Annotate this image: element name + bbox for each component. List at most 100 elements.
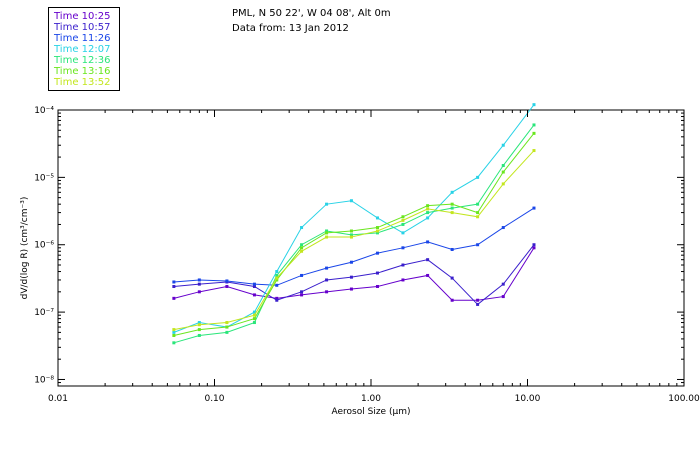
- series-point: [349, 233, 353, 237]
- location-line: PML, N 50 22', W 04 08', Alt 0m: [232, 8, 391, 19]
- series-point: [501, 182, 505, 186]
- y-axis-ticks: 10⁻⁸ 10⁻⁷ 10⁻⁶ 10⁻⁵ 10⁻⁴: [34, 106, 684, 387]
- series-point: [275, 270, 279, 274]
- series-point: [532, 246, 536, 250]
- series-point: [300, 246, 304, 250]
- series-point: [450, 206, 454, 210]
- y-tick-label: 10⁻⁷: [34, 308, 54, 318]
- data-date-line: Data from: 13 Jan 2012: [232, 23, 349, 34]
- series-point: [325, 235, 329, 239]
- series-line: [173, 244, 535, 306]
- series-point: [476, 211, 480, 215]
- series-point: [325, 202, 329, 206]
- series-point: [300, 243, 304, 247]
- x-tick-label: 100.00: [668, 394, 700, 404]
- series-point: [197, 282, 201, 286]
- series-point: [426, 211, 430, 215]
- series-line: [173, 124, 535, 344]
- series-point: [225, 325, 229, 329]
- series-point: [450, 202, 454, 206]
- series-point: [450, 276, 454, 280]
- series-point: [172, 328, 176, 332]
- series-point: [532, 149, 536, 153]
- series-point: [252, 317, 256, 321]
- series-point: [172, 330, 176, 334]
- series-point: [349, 235, 353, 239]
- series-point: [252, 321, 256, 325]
- legend-entry: Time 10:57: [54, 22, 111, 33]
- series-point: [300, 290, 304, 294]
- series-point: [375, 216, 379, 220]
- series-point: [501, 143, 505, 147]
- series-point: [252, 284, 256, 288]
- legend-entry: Time 12:07: [54, 44, 111, 55]
- series-point: [532, 131, 536, 135]
- series-point: [375, 251, 379, 255]
- legend-entry: Time 13:16: [54, 66, 111, 77]
- series-point: [252, 293, 256, 297]
- series-point: [275, 276, 279, 280]
- series-point: [401, 246, 405, 250]
- series-point: [426, 216, 430, 220]
- series-point: [450, 298, 454, 302]
- series-point: [501, 170, 505, 174]
- x-tick-label: 1.00: [361, 394, 381, 404]
- series-point: [172, 333, 176, 337]
- x-axis-ticks: 0.01 0.10 1.00 10.00 100.00: [48, 110, 700, 404]
- series-point: [532, 123, 536, 127]
- chart-header: PML, N 50 22', W 04 08', Alt 0m Data fro…: [232, 6, 391, 36]
- series-point: [476, 175, 480, 179]
- series-line: [173, 247, 535, 301]
- y-tick-label: 10⁻⁴: [34, 106, 54, 116]
- series-lines: [172, 103, 536, 345]
- series-point: [426, 273, 430, 277]
- series-point: [426, 204, 430, 208]
- series-point: [401, 222, 405, 226]
- legend-entry: Time 10:25: [54, 11, 111, 22]
- series-point: [275, 283, 279, 287]
- series-point: [375, 271, 379, 275]
- series-point: [197, 290, 201, 294]
- series-point: [275, 298, 279, 302]
- series-point: [401, 218, 405, 222]
- series-point: [426, 240, 430, 244]
- legend-entry: Time 13:52: [54, 77, 111, 88]
- series-point: [450, 247, 454, 251]
- series-point: [252, 310, 256, 314]
- series-point: [275, 278, 279, 282]
- series-point: [375, 284, 379, 288]
- series-point: [325, 290, 329, 294]
- series-point: [349, 260, 353, 264]
- legend-entry: Time 12:36: [54, 55, 111, 66]
- series-point: [172, 284, 176, 288]
- series-point: [401, 231, 405, 235]
- legend-entry: Time 11:26: [54, 33, 111, 44]
- series-point: [300, 293, 304, 297]
- x-tick-label: 0.01: [48, 394, 68, 404]
- series-point: [172, 341, 176, 345]
- series-point: [300, 226, 304, 230]
- series-point: [225, 279, 229, 283]
- x-axis-label: Aerosol Size (µm): [332, 407, 411, 417]
- series-point: [426, 258, 430, 262]
- series-point: [476, 298, 480, 302]
- series-point: [349, 287, 353, 291]
- series-point: [300, 273, 304, 277]
- series-point: [501, 164, 505, 168]
- series-point: [532, 243, 536, 247]
- series-point: [325, 231, 329, 235]
- series-point: [401, 278, 405, 282]
- series-point: [476, 215, 480, 219]
- series-point: [349, 199, 353, 203]
- plot-frame: [57, 109, 685, 387]
- series-point: [197, 323, 201, 327]
- series-point: [532, 103, 536, 107]
- series-point: [172, 296, 176, 300]
- y-tick-label: 10⁻⁶: [34, 241, 54, 251]
- series-point: [197, 321, 201, 325]
- series-point: [375, 229, 379, 233]
- series-point: [476, 243, 480, 247]
- series-point: [450, 211, 454, 215]
- y-tick-label: 10⁻⁸: [34, 375, 54, 385]
